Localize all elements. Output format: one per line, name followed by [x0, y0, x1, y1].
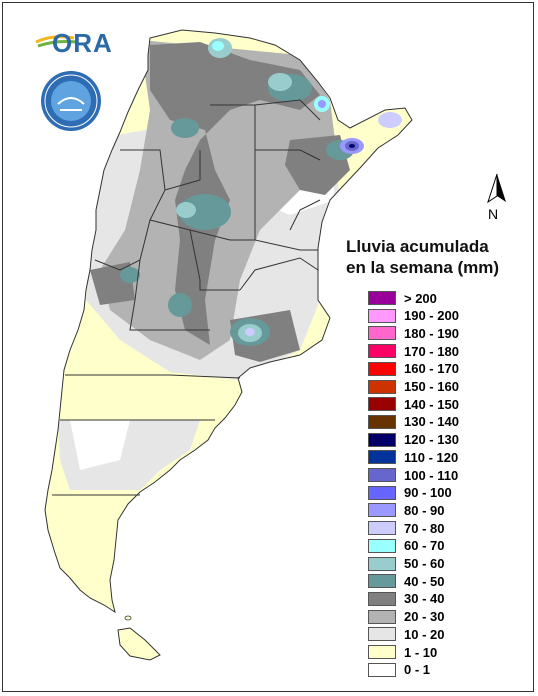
legend-label: 130 - 140: [404, 414, 459, 430]
legend-title-line2: en la semana (mm): [346, 258, 500, 277]
legend-label: 180 - 190: [404, 325, 459, 341]
legend-label: 40 - 50: [404, 573, 445, 589]
legend-item: 40 - 50: [368, 572, 444, 590]
ora-logo-icon: [35, 35, 77, 48]
island: [124, 615, 132, 621]
legend-swatch: [368, 609, 396, 624]
legend-swatch: [368, 308, 396, 323]
legend-label: 100 - 110: [404, 467, 459, 483]
legend-item: 100 - 110: [368, 466, 458, 484]
legend-item: 0 - 1: [368, 661, 430, 679]
legend-swatch: [368, 521, 396, 536]
agency-seal-icon: [41, 71, 101, 131]
legend-swatch: [368, 432, 396, 447]
legend-label: 10 - 20: [404, 626, 445, 642]
legend-swatch: [368, 627, 396, 642]
legend-label: 0 - 1: [404, 662, 431, 678]
legend-item: 110 - 120: [368, 448, 458, 466]
legend-item: > 200: [368, 289, 437, 307]
north-label: N: [488, 206, 499, 222]
legend-swatch: [368, 344, 396, 359]
legend-item: 120 - 130: [368, 431, 459, 449]
legend-label: 110 - 120: [404, 449, 459, 465]
legend-swatch: [368, 414, 396, 429]
legend-item: 170 - 180: [368, 342, 459, 360]
legend-swatch: [368, 291, 396, 305]
legend-item: 20 - 30: [368, 608, 444, 626]
legend-item: 140 - 150: [368, 395, 459, 413]
legend-swatch: [368, 326, 396, 341]
legend-item: 30 - 40: [368, 590, 444, 608]
legend-label: 80 - 90: [404, 502, 445, 518]
legend-label: 50 - 60: [404, 556, 445, 571]
legend-label: > 200: [404, 290, 437, 306]
legend-label: 190 - 200: [404, 308, 459, 324]
legend-label: 120 - 130: [404, 432, 459, 448]
legend-label: 60 - 70: [404, 538, 445, 554]
legend-label: 90 - 100: [404, 485, 452, 501]
legend-label: 1 - 10: [404, 644, 438, 660]
tierra-del-fuego: [117, 627, 161, 661]
legend-swatch: [368, 645, 396, 659]
legend-swatch: [368, 503, 396, 518]
legend-swatch: [368, 556, 396, 571]
legend-item: 150 - 160: [368, 378, 459, 396]
legend-swatch: [368, 361, 396, 376]
legend-title-line1: Lluvia acumulada: [346, 237, 489, 256]
legend-label: 170 - 180: [404, 343, 459, 359]
legend-label: 20 - 30: [404, 609, 445, 625]
legend-item: 130 - 140: [368, 413, 459, 431]
legend-label: 70 - 80: [404, 520, 445, 536]
legend-item: 80 - 90: [368, 501, 444, 519]
legend-item: 190 - 200: [368, 307, 459, 325]
legend-swatch: [368, 574, 396, 589]
legend-item: 10 - 20: [368, 625, 444, 643]
legend-item: 90 - 100: [368, 484, 452, 502]
legend-label: 30 - 40: [404, 591, 445, 607]
legend-label: 160 - 170: [404, 361, 459, 377]
legend-item: 70 - 80: [368, 519, 444, 537]
north-arrow-icon: [487, 173, 506, 204]
legend-swatch: [368, 379, 396, 394]
legend-item: 1 - 10: [368, 643, 437, 661]
legend-swatch: [368, 538, 396, 553]
legend-swatch: [368, 450, 396, 465]
logo-text: ORA: [52, 28, 113, 58]
legend-swatch: [368, 662, 396, 677]
legend-swatch: [368, 468, 396, 482]
province-borders: [44, 29, 413, 614]
legend-item: 160 - 170: [368, 360, 459, 378]
legend-label: 140 - 150: [404, 396, 459, 412]
legend-item: 180 - 190: [368, 324, 459, 342]
legend-title: Lluvia acumulada en la semana (mm): [346, 236, 499, 278]
legend-swatch: [368, 591, 396, 606]
legend-label: 150 - 160: [404, 379, 459, 394]
legend-swatch: [368, 485, 396, 500]
legend-swatch: [368, 397, 396, 412]
legend-item: 60 - 70: [368, 537, 444, 555]
legend-item: 50 - 60: [368, 555, 444, 573]
